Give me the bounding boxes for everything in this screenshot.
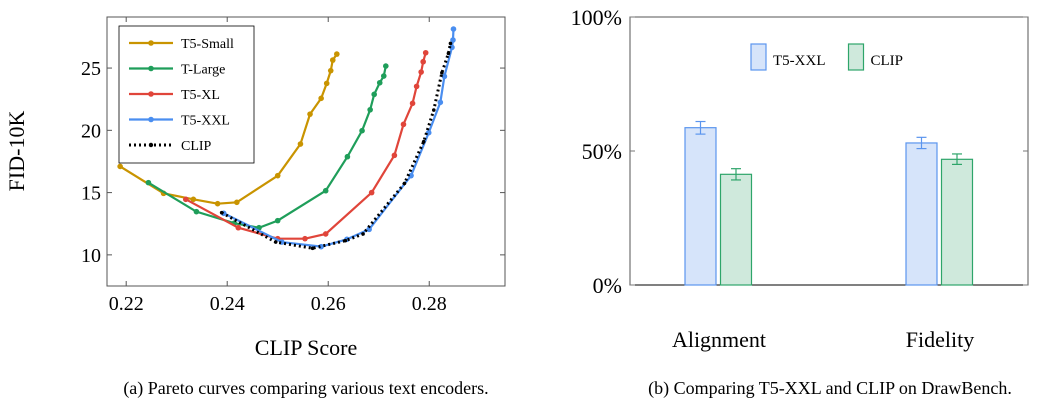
x-tick-label: 0.24 (210, 293, 245, 315)
legend-right: T5-XXL CLIP (750, 43, 904, 71)
data-point-t5-xxl (450, 37, 456, 43)
x-tick-label: 0.22 (109, 293, 144, 315)
bar-t5-xxl-alignment (684, 127, 717, 286)
data-point-t5-small (117, 163, 123, 170)
data-point-t5-small (318, 95, 324, 102)
caption-b: (b) Comparing T5-XXL and CLIP on DrawBen… (648, 378, 1012, 399)
data-point-t5-small (323, 80, 330, 87)
legend-marker (148, 142, 154, 148)
data-point-t-large (274, 217, 281, 224)
y-tick-label: 10 (81, 245, 101, 267)
data-point-t5-small (307, 111, 313, 117)
legend-marker (148, 91, 154, 97)
data-point-clip (440, 70, 444, 75)
data-point-t5-small (334, 51, 340, 57)
data-point-t-large (367, 106, 373, 113)
data-point-t-large (322, 187, 329, 194)
data-point-t-large (376, 79, 383, 86)
data-point-clip (446, 51, 451, 56)
x-tick-label: 0.28 (412, 293, 447, 315)
y-axis-label: FID-10K (4, 111, 29, 192)
data-point-clip (361, 232, 365, 236)
y-tick-label: 25 (81, 58, 101, 80)
data-point-clip (219, 210, 224, 215)
data-point-t5-xl (400, 121, 407, 128)
data-point-t5-xl (409, 100, 416, 107)
data-point-t5-xl (413, 83, 420, 90)
data-point-t-large (380, 73, 387, 79)
data-point-t5-small (329, 57, 336, 63)
legend-label: T5-XXL (773, 53, 826, 69)
x-axis-label: CLIP Score (255, 335, 357, 360)
data-point-t5-xl (418, 69, 424, 75)
x-tick-label: 0.26 (311, 293, 346, 315)
data-point-clip (273, 240, 278, 244)
series-line-t5-xxl (223, 29, 455, 248)
data-point-t5-small (297, 141, 304, 147)
legend-label: T5-Small (181, 37, 234, 52)
data-point-t-large (359, 127, 365, 134)
legend-label: T5-XL (181, 88, 220, 103)
data-point-t5-xl (368, 189, 375, 196)
data-point-t5-xl (302, 235, 308, 242)
data-point-clip (448, 41, 453, 46)
y-tick-label: 20 (81, 120, 101, 142)
data-point-t-large (193, 208, 200, 215)
y-tick-label: 100% (571, 5, 622, 30)
data-point-t5-xl (391, 152, 398, 159)
data-point-t5-small (274, 172, 281, 179)
data-point-clip (421, 139, 426, 144)
data-point-clip (310, 246, 315, 251)
caption-a: (a) Pareto curves comparing various text… (123, 378, 488, 399)
data-point-t5-xl (235, 224, 242, 231)
y-tick-label: 0% (593, 273, 622, 298)
data-point-t5-xl (420, 58, 426, 65)
bar-clip-alignment (719, 173, 753, 286)
series-line-clip (220, 43, 452, 250)
legend-label: T-Large (181, 63, 225, 78)
data-point-t5-xl (182, 196, 189, 203)
category-label: Fidelity (906, 327, 974, 352)
data-point-t5-small (234, 199, 240, 206)
data-point-t5-xl (322, 231, 329, 237)
data-point-t5-small (190, 196, 197, 203)
data-point-t5-xxl (437, 99, 444, 106)
y-tick-label: 15 (81, 183, 101, 205)
bar-t5-xxl-fidelity (905, 142, 938, 286)
legend-label: CLIP (871, 53, 904, 69)
data-point-t-large (145, 179, 152, 186)
data-point-t5-xxl (450, 26, 457, 32)
data-point-t5-small (214, 200, 221, 207)
legend-left: T5-Small T-Large T5-XL T5-XXL CLIP (118, 25, 255, 164)
bar-chart: 0% 50% 100% Alignment Fidelity T5-XXL CLIP (b… (571, 5, 1029, 399)
legend-swatch (847, 43, 865, 71)
legend-marker (148, 65, 154, 72)
data-point-t5-xl (422, 49, 429, 56)
plot-frame-left (106, 16, 506, 287)
legend-label: T5-XXL (181, 114, 230, 129)
legend-label: CLIP (181, 139, 212, 154)
data-point-clip (431, 108, 436, 112)
y-tick-label: 50% (582, 139, 622, 164)
data-point-t-large (383, 63, 389, 69)
data-point-clip (343, 238, 348, 243)
data-point-t5-xxl (441, 73, 448, 80)
data-point-t5-small (327, 67, 334, 74)
data-point-t-large (344, 153, 351, 160)
legend-marker (148, 40, 154, 46)
data-point-t5-xxl (408, 172, 414, 179)
legend-marker (148, 116, 154, 123)
category-label: Alignment (672, 327, 766, 352)
data-point-t5-xxl (449, 44, 455, 51)
pareto-chart: 0.22 0.24 0.26 0.28 10 15 20 25 T5-Small T-Large… (4, 16, 506, 399)
legend-swatch (750, 43, 767, 71)
data-point-t-large (371, 91, 377, 98)
data-point-clip (402, 181, 407, 186)
bar-clip-fidelity (940, 158, 974, 286)
data-point-t5-xxl (366, 226, 372, 233)
